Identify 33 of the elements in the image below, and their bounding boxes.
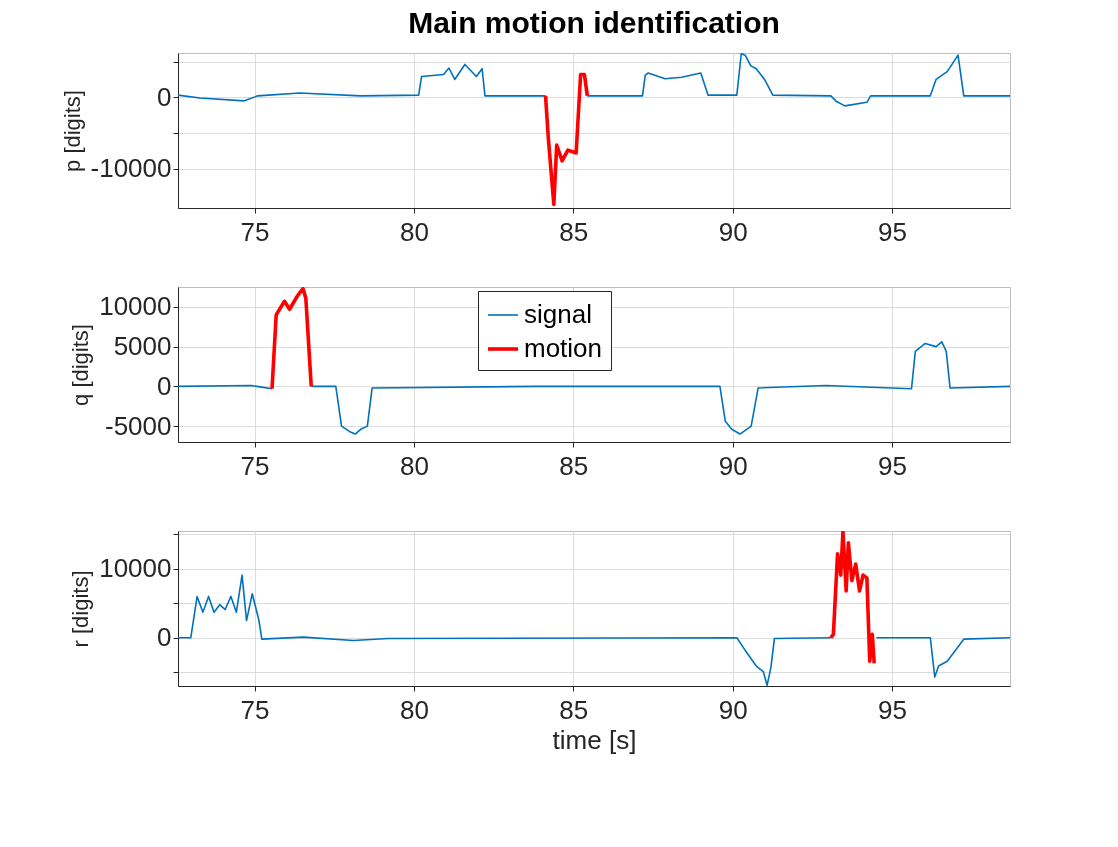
y-axis-title: q [digits] (68, 324, 94, 406)
y-tick-label: -10000 (90, 153, 172, 184)
x-tick-label: 80 (399, 694, 429, 725)
line-series (543, 72, 590, 207)
legend-label: motion (524, 333, 603, 363)
x-tick-label: 95 (878, 694, 908, 725)
x-tick-label: 85 (559, 216, 589, 247)
x-tick-label: 95 (878, 216, 908, 247)
x-tick-label: 85 (559, 694, 589, 725)
x-tick-label: 75 (240, 450, 270, 481)
chart-title: Main motion identification (408, 5, 780, 39)
x-tick-label: 75 (240, 216, 270, 247)
x-tick-label: 90 (718, 450, 748, 481)
line-series (270, 287, 314, 391)
x-tick-label: 75 (240, 694, 270, 725)
y-tick-label: 0 (157, 370, 172, 401)
y-axis-title: p [digits] (59, 90, 85, 172)
y-tick-label: 0 (157, 622, 172, 653)
x-tick-label: 80 (399, 216, 429, 247)
y-tick-label: 0 (157, 81, 172, 112)
x-axis-title: time [s] (552, 724, 637, 755)
y-tick-label: 10000 (99, 553, 172, 584)
x-tick-label: 80 (399, 450, 429, 481)
x-tick-label: 85 (559, 450, 589, 481)
x-tick-label: 90 (718, 694, 748, 725)
y-axis-title: r [digits] (68, 570, 94, 648)
y-tick-label: 5000 (113, 331, 172, 362)
legend-label: signal (524, 299, 592, 329)
line-series (829, 531, 876, 666)
y-tick-label: 10000 (99, 291, 172, 322)
y-tick-label: -5000 (105, 410, 172, 441)
x-tick-label: 95 (878, 450, 908, 481)
x-tick-label: 90 (718, 216, 748, 247)
